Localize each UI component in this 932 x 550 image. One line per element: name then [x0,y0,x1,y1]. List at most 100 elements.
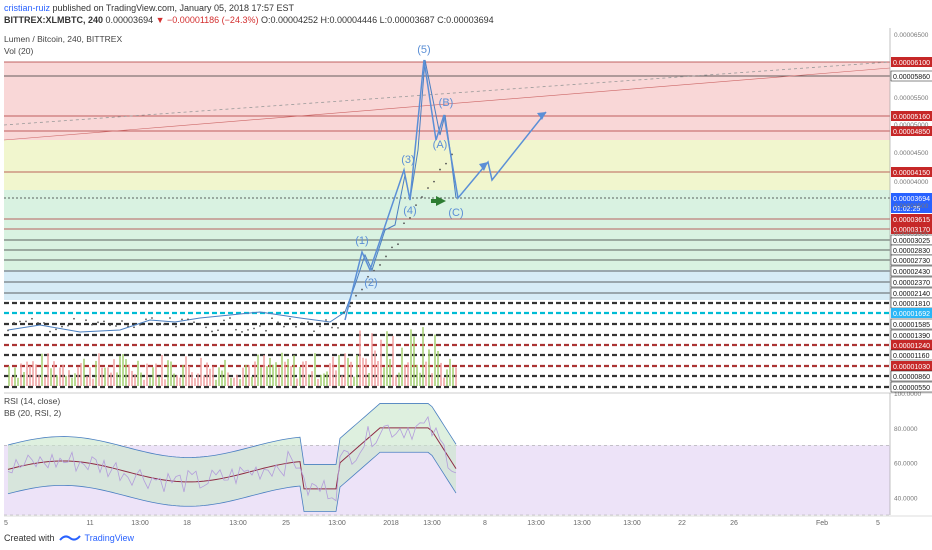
price-dot [439,168,441,171]
time-tick-label: 8 [483,520,487,527]
price-dot [355,294,357,297]
volume-bar [377,361,379,386]
price-level-label: 01:02:25 [893,206,920,213]
price-tick-label: 0.00006500 [894,32,929,39]
price-dot [85,319,87,322]
author-link[interactable]: cristian-ruiz [4,3,51,13]
volume-bar [197,373,199,386]
volume-bar [35,364,37,386]
green-arrow-shaft [431,199,437,203]
volume-bar [419,372,421,386]
price-dot [205,326,207,329]
price-dot [61,325,63,328]
volume-bar [284,361,286,386]
volume-bar [203,375,205,386]
volume-bar [323,373,325,386]
time-tick-label: 25 [282,520,290,527]
price-dot [271,317,273,320]
price-dot [199,323,201,325]
volume-bar [29,366,31,386]
price-dot [277,321,279,324]
price-dot [265,329,267,332]
volume-bar [392,335,394,386]
price-level-label-bg [890,349,932,361]
volume-bar [242,367,244,386]
rsi-line [7,415,457,502]
volume-bar [395,375,397,386]
volume-bar [218,367,220,386]
time-tick-label: 13:00 [527,520,545,527]
price-dot [175,325,177,328]
price-dot [49,330,51,333]
volume-bar [308,374,310,386]
rsi-tick-label: 60.0000 [894,461,918,468]
volume-bar [257,354,259,386]
volume-bar [311,371,313,386]
rsi-pane: 100.0000 80.0000 60.0000 40.0000 [4,391,932,516]
price-dot [145,318,147,321]
volume-bar [326,371,328,386]
volume-bar [446,369,448,386]
price-level-label: 0.00001585 [893,322,930,329]
price-dot [67,324,69,327]
volume-bar [8,366,10,386]
volume-bar [101,367,103,386]
volume-bar [431,373,433,386]
volume-bar [248,365,250,386]
volume-bar [149,377,151,386]
price-dot [43,321,45,324]
volume-bar [359,330,361,386]
volume-bar [410,329,412,386]
price-dot [283,325,285,328]
price-level-label-bg [890,381,932,393]
price-dot [157,323,159,326]
wave-label: (2) [364,277,377,289]
volume-bar [401,347,403,386]
price-dot [163,323,165,326]
price-dot [421,196,423,198]
symbol-line: BITTREX:XLMBTC, 240 0.00003694 ▼ −0.0000… [4,15,494,25]
price-tick-label: 0.00003500 [894,203,929,210]
volume-bar [26,361,28,386]
volume-bar [89,367,91,386]
volume-bar [404,364,406,386]
volume-bar [224,359,226,386]
volume-bar [329,363,331,386]
wave-label: (B) [439,97,454,109]
main-pane-title: Lumen / Bitcoin, 240, BITTREX [4,34,123,44]
vol-pane-title: Vol (20) [4,46,34,56]
price-dot [79,323,81,326]
price-axis: 0.00006100 0.00005860 0.00005160 0.00004850… [889,28,932,393]
volume-bar [122,354,124,386]
volume-bar [182,364,184,386]
price-level-label-bg [891,340,932,350]
volume-bar [275,362,277,386]
time-tick-label: 11 [86,520,93,527]
wave-path [344,59,547,321]
volume-bar [236,374,238,386]
price-tick-label: 0.00005000 [894,122,929,129]
arrow-head-icon [537,112,546,120]
price-dot [397,243,399,246]
time-tick-label: 13:00 [423,520,441,527]
volume-bar [47,353,49,386]
price-dot [445,162,447,165]
price-level-label-bg [890,254,932,266]
wave-label: (5) [417,44,430,56]
price-dot [25,320,27,323]
bb-upper [7,403,457,465]
arrow-head-icon [479,162,488,171]
volume-bar [194,378,196,386]
tradingview-logo-icon [58,535,81,541]
volume-bar [185,356,187,386]
tradingview-link[interactable]: TradingView [84,533,135,543]
time-tick-label: 13:00 [229,520,247,527]
volume-bar [53,361,55,386]
price-series [7,59,457,333]
wave-label: (A) [433,139,448,151]
price-dot [19,320,21,323]
volume-bar [83,358,85,386]
price-dot [379,264,381,266]
time-axis: 5 11 13:00 18 13:00 25 13:00 2018 13:00 8 13:00 13:… [4,515,932,527]
volume-bar [146,363,148,386]
